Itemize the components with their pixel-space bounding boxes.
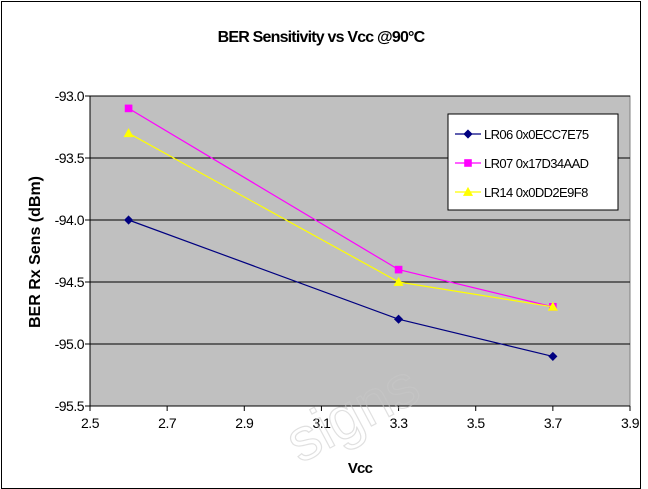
x-tick-label: 2.9 xyxy=(235,415,254,431)
data-point xyxy=(394,265,403,274)
x-tick-label: 2.7 xyxy=(158,415,177,431)
y-tick-label: -93.5 xyxy=(55,150,85,166)
legend-marker xyxy=(464,159,472,167)
y-tick-label: -93.0 xyxy=(55,88,85,104)
legend-label: LR07 0x17D34AAD xyxy=(484,156,589,171)
data-point xyxy=(548,351,558,361)
data-point xyxy=(124,104,133,113)
y-tick-label: -94.5 xyxy=(55,274,85,290)
chart-title: BER Sensitivity vs Vcc @90°C xyxy=(218,29,426,46)
x-tick-label: 3.9 xyxy=(621,415,640,431)
x-tick-label: 3.7 xyxy=(544,415,563,431)
legend-marker xyxy=(462,186,474,196)
data-point xyxy=(123,128,134,138)
data-point xyxy=(394,314,404,324)
line-chart: BER Sensitivity vs Vcc @90°C -93.0 -93.5 -… xyxy=(27,29,640,477)
y-axis-title: BER Rx Sens (dBm) xyxy=(27,176,44,328)
y-tick-label: -95.0 xyxy=(55,336,85,352)
legend-label: LR14 0x0DD2E9F8 xyxy=(484,185,588,200)
data-point xyxy=(124,215,134,225)
x-axis-title: Vcc xyxy=(348,460,373,477)
legend: LR06 0x0ECC7E75 LR07 0x17D34AAD LR14 0x0DD… xyxy=(447,113,619,211)
data-point xyxy=(393,276,404,286)
y-tick-label: -94.0 xyxy=(55,212,85,228)
legend-label: LR06 0x0ECC7E75 xyxy=(484,127,589,142)
data-point xyxy=(547,301,558,311)
legend-marker xyxy=(463,129,473,139)
x-tick-label: 3.3 xyxy=(390,415,409,431)
y-tick-label: -95.5 xyxy=(55,398,85,414)
x-tick-label: 3.1 xyxy=(312,415,331,431)
x-tick-label: 2.5 xyxy=(81,415,100,431)
legend-box xyxy=(447,113,619,211)
x-tick-label: 3.5 xyxy=(467,415,486,431)
